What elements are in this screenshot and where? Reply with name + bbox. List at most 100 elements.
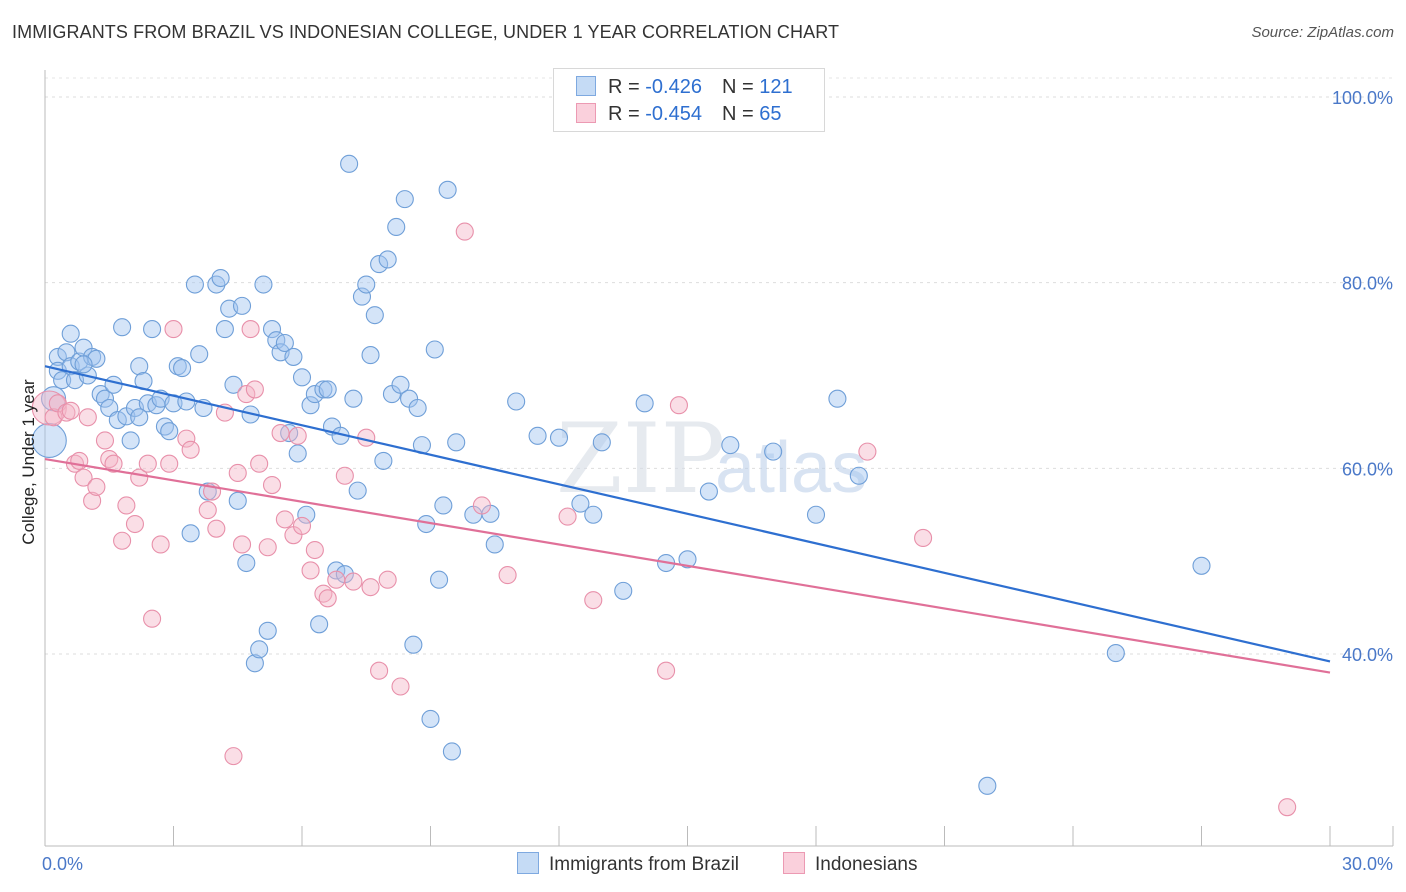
point-brazil	[250, 640, 269, 659]
legend-row-brazil: R = -0.426 N = 121	[576, 76, 793, 98]
point-brazil	[57, 343, 76, 362]
point-brazil	[314, 380, 333, 399]
point-brazil	[181, 524, 200, 543]
point-indonesians	[370, 661, 389, 680]
point-brazil	[549, 428, 569, 447]
point-brazil	[215, 320, 234, 339]
point-brazil	[404, 635, 423, 654]
point-brazil	[361, 346, 380, 365]
point-brazil	[113, 318, 132, 337]
point-brazil	[237, 553, 256, 573]
point-indonesians	[228, 463, 247, 483]
point-brazil	[301, 396, 320, 415]
point-indonesians	[95, 431, 115, 450]
legend-swatch-indonesians	[576, 103, 596, 123]
point-brazil	[978, 776, 997, 795]
point-brazil	[232, 296, 252, 315]
point-indonesians	[87, 477, 106, 496]
point-brazil	[387, 217, 406, 237]
point-brazil	[160, 422, 179, 441]
point-indonesians	[143, 609, 162, 628]
legend-r-label: R =	[608, 76, 646, 98]
point-brazil	[425, 340, 444, 359]
point-brazil	[592, 433, 611, 452]
point-brazil	[74, 355, 93, 374]
point-indonesians	[241, 320, 260, 339]
point-indonesians	[258, 538, 277, 557]
point-indonesians	[160, 454, 179, 473]
bottom-legend-brazil: Immigrants from Brazil	[517, 852, 739, 876]
point-brazil	[108, 411, 127, 430]
bottom-legend-swatch-brazil	[517, 852, 539, 874]
legend-swatch-brazil	[576, 76, 596, 96]
point-indonesians	[78, 408, 97, 427]
legend-r-label: R =	[608, 103, 646, 125]
point-indonesians	[207, 519, 226, 538]
point-indonesians	[271, 424, 290, 443]
legend-n-label: N =	[721, 76, 760, 98]
legend-n-label: N =	[721, 103, 760, 125]
point-brazil	[408, 398, 427, 418]
point-indonesians	[275, 510, 294, 529]
point-brazil	[721, 436, 740, 455]
point-brazil	[275, 333, 294, 353]
point-indonesians	[305, 540, 324, 560]
point-brazil	[340, 154, 359, 173]
point-indonesians	[292, 516, 312, 535]
point-brazil	[614, 581, 633, 600]
tick-labels: 40.0% 60.0% 80.0% 100.0% 0.0% 30.0%	[42, 88, 1393, 874]
legend-r-value: -0.426	[645, 76, 702, 98]
point-brazil	[635, 394, 654, 413]
point-brazil	[528, 426, 547, 445]
point-brazil	[678, 550, 697, 569]
point-indonesians	[113, 531, 132, 550]
point-indonesians	[232, 535, 252, 554]
trend-lines	[44, 365, 1331, 674]
point-brazil	[53, 371, 72, 390]
point-indonesians	[138, 454, 157, 473]
point-indonesians	[344, 572, 363, 591]
point-indonesians	[335, 466, 354, 485]
point-brazil	[352, 287, 372, 306]
point-indonesians	[669, 396, 688, 415]
source-label: Source: ZipAtlas.com	[1251, 24, 1394, 41]
point-indonesians	[361, 578, 380, 597]
watermark: ZIP atlas	[556, 403, 867, 515]
point-indonesians	[237, 385, 256, 404]
point-brazil	[485, 535, 504, 554]
point-brazil	[288, 444, 307, 463]
point-indonesians	[391, 677, 410, 696]
point-brazil	[507, 392, 526, 411]
point-brazil	[130, 408, 149, 427]
point-indonesians	[657, 661, 676, 680]
point-brazil	[95, 389, 115, 408]
point-indonesians	[224, 747, 243, 766]
point-brazil	[211, 268, 230, 288]
point-brazil	[348, 481, 367, 500]
point-brazil	[173, 359, 192, 378]
point-brazil	[61, 324, 80, 343]
watermark-atlas: atlas	[715, 428, 867, 508]
stats-legend: R = -0.426 N = 121 R = -0.454 N = 65	[553, 68, 825, 132]
point-indonesians	[245, 380, 264, 399]
point-brazil	[365, 306, 384, 325]
point-indonesians	[117, 496, 136, 515]
y-tick-label: 100.0%	[1332, 88, 1393, 108]
point-indonesians	[104, 454, 123, 473]
point-brazil	[438, 180, 457, 199]
point-brazil	[370, 255, 389, 274]
point-indonesians	[378, 570, 397, 589]
point-brazil	[828, 389, 847, 408]
point-brazil	[185, 275, 204, 294]
point-indonesians	[327, 570, 346, 589]
point-brazil	[245, 654, 264, 673]
point-indonesians	[318, 589, 337, 608]
point-indonesians	[558, 507, 577, 526]
point-brazil	[143, 320, 162, 339]
point-indonesians	[74, 468, 93, 487]
point-brazil	[177, 392, 196, 411]
point-brazil	[430, 570, 449, 589]
chart-title: IMMIGRANTS FROM BRAZIL VS INDONESIAN COL…	[12, 22, 840, 42]
bottom-legend-indonesians: Indonesians	[783, 852, 917, 876]
point-brazil	[849, 466, 868, 485]
